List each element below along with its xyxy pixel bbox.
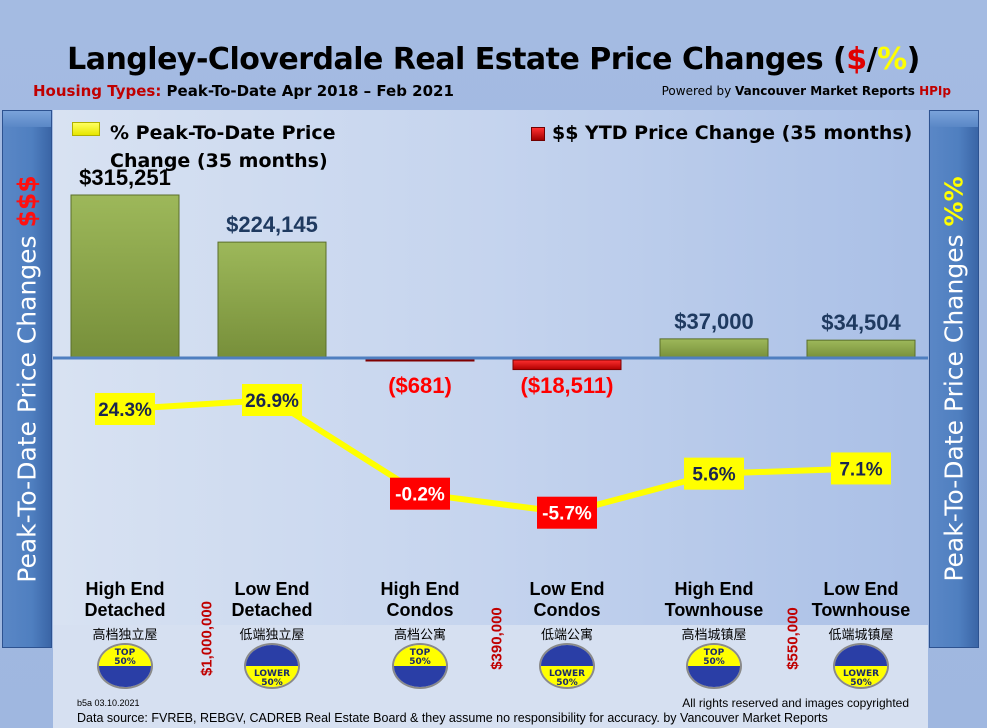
category-label-0: High End Detached <box>84 579 166 620</box>
category-label-cn-5: 低端城镇屋 <box>828 628 894 643</box>
pct-label-box-3 <box>537 496 597 529</box>
lower-50-badge-icon: LOWER 50% <box>244 643 300 689</box>
pct-label-box-4 <box>684 457 744 490</box>
pct-line <box>124 397 862 516</box>
banner-cap <box>3 111 51 127</box>
subtitle-label: Housing Types: <box>33 82 162 100</box>
subtitle: Housing Types: Peak-To-Date Apr 2018 – F… <box>33 82 454 100</box>
right-axis-banner: Peak-To-Date Price Changes %% <box>929 110 979 648</box>
bar-3 <box>512 359 622 371</box>
top-50-badge-icon: TOP 50% <box>97 643 153 689</box>
price-threshold-1: $390,000 <box>488 607 506 670</box>
bar-5 <box>806 339 916 359</box>
subtitle-text: Peak-To-Date Apr 2018 – Feb 2021 <box>161 82 454 100</box>
price-threshold-0: $1,000,000 <box>198 600 216 677</box>
price-threshold-2: $550,000 <box>784 607 802 670</box>
bar-0 <box>70 194 180 359</box>
version-stamp: b5a 03.10.2021 <box>77 698 140 708</box>
legend-dollar: $$ YTD Price Change (35 months) <box>552 122 912 144</box>
copyright-note: All rights reserved and images copyright… <box>682 696 909 710</box>
bar-4 <box>659 338 769 359</box>
pct-label-5: 7.1% <box>839 459 882 480</box>
banner-cap <box>930 111 978 127</box>
category-label-cn-1: 低端独立屋 <box>239 628 305 643</box>
powered-prefix: Powered by <box>661 84 735 98</box>
legend-swatch-red <box>531 127 545 141</box>
category-label-5: Low End Townhouse <box>811 579 911 620</box>
lower-50-badge-icon: LOWER 50% <box>539 643 595 689</box>
title-slash: / <box>866 42 878 77</box>
pct-label-2: -0.2% <box>395 485 445 506</box>
powered-hpi: HPIp <box>919 84 951 98</box>
legend-line-pct: % Peak-To-Date Price Change (35 months) <box>110 119 336 175</box>
pct-label-box-5 <box>831 452 891 485</box>
lower-50-badge-icon: LOWER 50% <box>833 643 889 689</box>
category-label-cn-3: 低端公寓 <box>540 628 593 643</box>
bar-label-4: $37,000 <box>674 309 754 334</box>
title-dollar: $ <box>846 42 867 77</box>
legend-swatch-yellow <box>72 122 100 136</box>
pct-label-box-2 <box>390 477 450 510</box>
pct-label-3: -5.7% <box>542 504 592 525</box>
pct-label-0: 24.3% <box>98 400 152 421</box>
legend-dollar-text: $$ YTD Price Change (35 months) <box>552 122 913 144</box>
bar-label-3: ($18,511) <box>521 373 614 398</box>
pct-label-1: 26.9% <box>245 391 299 412</box>
title-close: ) <box>906 42 921 77</box>
left-axis-banner: Peak-To-Date Price Changes $$$ <box>2 110 52 648</box>
plot-area <box>53 110 928 625</box>
category-label-cn-0: 高档独立屋 <box>92 628 158 643</box>
bar-label-1: $224,145 <box>226 212 318 237</box>
bar-label-0: $315,251 <box>79 165 171 190</box>
top-50-badge-icon: TOP 50% <box>686 643 742 689</box>
lower-band <box>53 625 928 728</box>
powered-brand: Vancouver Market Reports <box>735 84 920 98</box>
bar-1 <box>217 241 327 359</box>
legend-pct-line1: % Peak-To-Date Price <box>110 122 336 144</box>
page-title: Langley-Cloverdale Real Estate Price Cha… <box>0 42 987 77</box>
bar-label-2: ($681) <box>388 373 452 398</box>
data-source-note: Data source: FVREB, REBGV, CADREB Real E… <box>77 711 828 725</box>
top-50-badge-icon: TOP 50% <box>392 643 448 689</box>
category-label-2: High End Condos <box>380 579 460 620</box>
powered-by: Powered by Vancouver Market Reports HPIp <box>662 84 951 98</box>
title-pct: % <box>877 42 907 77</box>
category-label-3: Low End Condos <box>529 579 605 620</box>
pct-label-box-1 <box>242 384 302 416</box>
category-label-4: High End Townhouse <box>664 579 764 620</box>
bar-label-5: $34,504 <box>821 310 901 335</box>
legend-pct-line2: Change (35 months) <box>110 150 328 172</box>
category-label-cn-4: 高档城镇屋 <box>681 628 747 643</box>
pct-label-box-0 <box>95 392 155 425</box>
title-main: Langley-Cloverdale Real Estate Price Cha… <box>67 42 847 77</box>
category-label-cn-2: 高档公寓 <box>393 628 446 643</box>
bar-2 <box>365 359 475 362</box>
category-label-1: Low End Detached <box>231 579 313 620</box>
pct-label-4: 5.6% <box>692 465 735 486</box>
